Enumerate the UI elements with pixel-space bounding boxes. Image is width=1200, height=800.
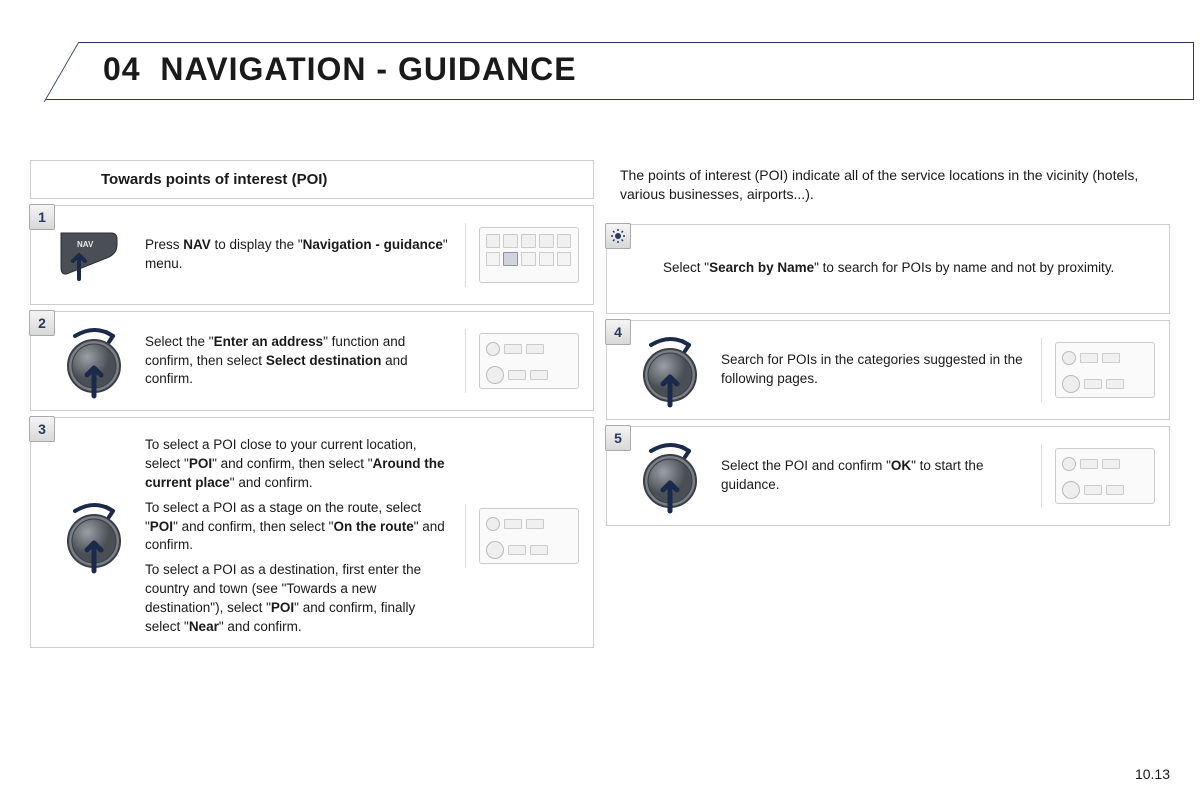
rotary-dial-icon	[631, 331, 709, 409]
console-thumbnail	[465, 223, 581, 287]
step-number-badge: 5	[605, 425, 631, 451]
step-3-para-2: To select a POI as a stage on the route,…	[145, 499, 453, 556]
rotary-dial-icon	[55, 497, 133, 575]
content-columns: Towards points of interest (POI) 1 NAV P…	[30, 160, 1170, 648]
step-number-badge: 4	[605, 319, 631, 345]
chapter-title: 04 NAVIGATION - GUIDANCE	[103, 51, 577, 88]
rotary-dial-icon	[631, 437, 709, 515]
step-3-para-3: To select a POI as a destination, first …	[145, 561, 453, 637]
step-3-text: To select a POI close to your current lo…	[145, 436, 453, 637]
nav-button-icon: NAV	[55, 216, 133, 294]
step-5-text: Select the POI and confirm "OK" to start…	[721, 457, 1029, 495]
console-thumbnail	[465, 329, 581, 393]
chapter-header: 04 NAVIGATION - GUIDANCE	[30, 42, 1194, 100]
left-column: Towards points of interest (POI) 1 NAV P…	[30, 160, 594, 648]
step-number-badge: 1	[29, 204, 55, 230]
step-1-text: Press NAV to display the "Navigation - g…	[145, 236, 453, 274]
page-number: 10.13	[1135, 766, 1170, 782]
right-column: The points of interest (POI) indicate al…	[606, 160, 1170, 648]
tip-text: Select "Search by Name" to search for PO…	[663, 259, 1155, 278]
rotary-dial-icon	[55, 322, 133, 400]
step-2: 2 Select the "Enter an address" function…	[30, 311, 594, 411]
section-title: Towards points of interest (POI)	[30, 160, 594, 199]
step-1: 1 NAV Press NAV to display the "Navigati…	[30, 205, 594, 305]
step-number-badge: 2	[29, 310, 55, 336]
svg-text:NAV: NAV	[77, 240, 94, 249]
step-2-text: Select the "Enter an address" function a…	[145, 333, 453, 390]
lightbulb-icon	[605, 223, 631, 249]
step-4: 4 Search for POIs in the categories sugg…	[606, 320, 1170, 420]
step-number-badge: 3	[29, 416, 55, 442]
console-thumbnail	[1041, 444, 1157, 508]
step-3-para-1: To select a POI close to your current lo…	[145, 436, 453, 493]
tip-box: Select "Search by Name" to search for PO…	[606, 224, 1170, 314]
poi-intro-text: The points of interest (POI) indicate al…	[606, 160, 1170, 218]
console-thumbnail	[1041, 338, 1157, 402]
step-4-text: Search for POIs in the categories sugges…	[721, 351, 1029, 389]
step-3: 3 To select a POI close to your current …	[30, 417, 594, 648]
step-5: 5 Select the POI and confirm "OK" to sta…	[606, 426, 1170, 526]
chapter-title-text: NAVIGATION - GUIDANCE	[160, 51, 576, 87]
chapter-number: 04	[103, 51, 141, 87]
console-thumbnail	[465, 504, 581, 568]
